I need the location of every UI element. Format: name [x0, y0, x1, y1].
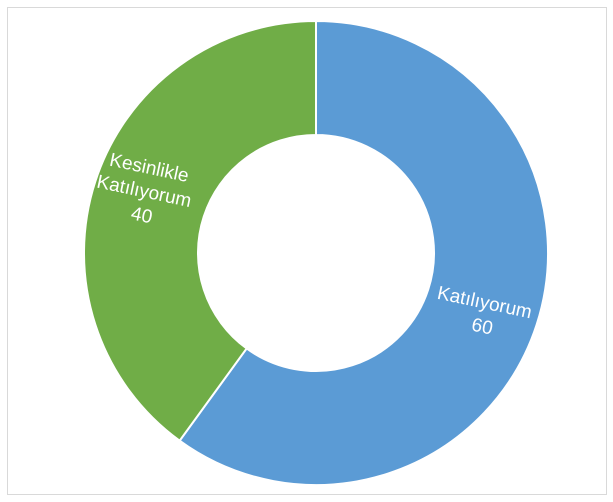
slice-kesinlikle-katılıyorum — [83, 19, 317, 443]
slice-katılıyorum — [178, 19, 549, 486]
data-label-kesinlikle-katiliyorum-value: 40 — [129, 203, 154, 228]
data-label-katiliyorum-value: 60 — [470, 315, 495, 340]
